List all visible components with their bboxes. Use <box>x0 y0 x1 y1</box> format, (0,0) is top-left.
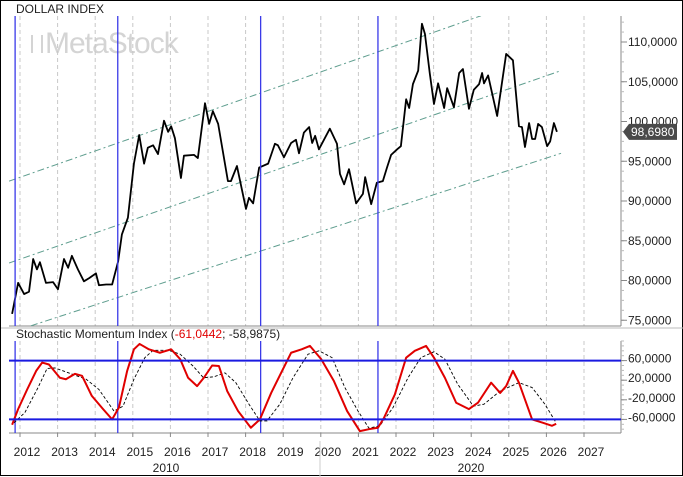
smi-value: -61,0442 <box>174 327 223 341</box>
watermark-text: MetaStock <box>45 27 179 60</box>
decade-label-2020: 2020 <box>458 461 485 475</box>
channel-line-1 <box>9 70 562 264</box>
price-tick-label-95: 95,0000 <box>628 154 672 168</box>
smi-title-suffix: ) <box>276 327 281 341</box>
x-tick-label-2021: 2021 <box>352 445 379 459</box>
metastock-watermark: MetaStock <box>31 27 179 61</box>
x-tick-label-2024: 2024 <box>465 445 492 459</box>
price-tick-label-75: 75,0000 <box>628 313 672 327</box>
price-tick-label-90: 90,0000 <box>628 194 672 208</box>
x-tick-label-2019: 2019 <box>277 445 304 459</box>
x-tick-label-2013: 2013 <box>51 445 78 459</box>
smi-panel-title: Stochastic Momentum Index (-61,0442; -58… <box>16 327 280 341</box>
smi-plot <box>11 342 557 433</box>
smi-title-text: Stochastic Momentum Index ( <box>16 327 175 341</box>
x-tick-label-2012: 2012 <box>14 445 41 459</box>
channel-line-0 <box>9 16 482 182</box>
smi-line <box>11 342 557 433</box>
smi-signal-line <box>13 349 557 429</box>
smi-tick-label--20: -20,0000 <box>628 391 676 405</box>
last-value-tag <box>623 123 677 140</box>
smi-tick-label-20: 20,0000 <box>628 371 672 385</box>
x-tick-label-2020: 2020 <box>314 445 341 459</box>
x-tick-label-2023: 2023 <box>427 445 454 459</box>
smi-tick-label--60: -60,0000 <box>628 410 676 424</box>
smi-tick-label-60: 60,0000 <box>628 352 672 366</box>
price-tick-label-105: 105,0000 <box>628 75 678 89</box>
x-tick-label-2018: 2018 <box>239 445 266 459</box>
price-tick-label-110: 110,0000 <box>628 35 677 49</box>
price-tick-label-80: 80,0000 <box>628 274 672 288</box>
smi-signal-value: -58,9875 <box>228 327 277 341</box>
chart-title: DOLLAR INDEX <box>16 2 105 16</box>
x-tick-label-2026: 2026 <box>540 445 567 459</box>
price-line <box>11 22 558 315</box>
x-tick-label-2017: 2017 <box>202 445 229 459</box>
price-tick-label-85: 85,0000 <box>628 234 672 248</box>
x-tick-label-2025: 2025 <box>502 445 529 459</box>
x-tick-label-2014: 2014 <box>89 445 116 459</box>
x-tick-label-2022: 2022 <box>390 445 417 459</box>
decade-label-2010: 2010 <box>153 461 180 475</box>
x-tick-label-2016: 2016 <box>164 445 191 459</box>
x-tick-label-2027: 2027 <box>578 445 605 459</box>
watermark-logo-icon <box>31 35 43 53</box>
last-value-label: 98,6980 <box>631 125 675 139</box>
smi-separator: ; <box>222 327 229 341</box>
x-tick-label-2015: 2015 <box>126 445 153 459</box>
channel-line-2 <box>30 152 562 326</box>
price-plot <box>9 16 562 326</box>
